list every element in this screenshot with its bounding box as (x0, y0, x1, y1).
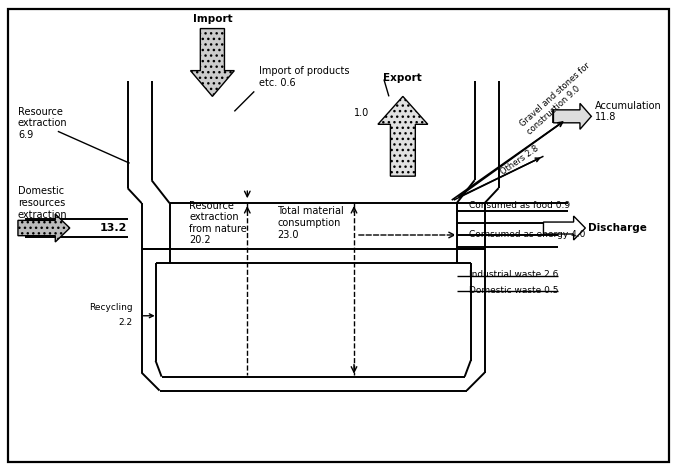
Text: Industrial waste 2.6: Industrial waste 2.6 (469, 270, 558, 279)
Polygon shape (553, 103, 591, 130)
Text: Consumed as food 0.9: Consumed as food 0.9 (469, 201, 570, 210)
Text: 2.2: 2.2 (119, 318, 132, 327)
Text: Resource
extraction
6.9: Resource extraction 6.9 (18, 107, 68, 140)
Text: Import of products
etc. 0.6: Import of products etc. 0.6 (259, 66, 350, 88)
Polygon shape (191, 29, 234, 97)
Text: Domestic waste 0.5: Domestic waste 0.5 (469, 286, 558, 295)
Text: Discharge: Discharge (588, 223, 647, 233)
Text: Import: Import (193, 14, 232, 24)
Text: Export: Export (384, 73, 422, 83)
Polygon shape (378, 97, 428, 176)
Text: Accumulation
11.8: Accumulation 11.8 (595, 100, 662, 122)
Text: Cornsumed as energy 4.0: Cornsumed as energy 4.0 (469, 229, 585, 238)
Text: 13.2: 13.2 (100, 223, 127, 233)
Text: Others 2.8: Others 2.8 (498, 143, 540, 176)
Text: Gravel and stones for
construction 9.0: Gravel and stones for construction 9.0 (519, 61, 599, 136)
Text: Total material
consumption
23.0: Total material consumption 23.0 (277, 206, 344, 240)
Polygon shape (18, 214, 70, 242)
Text: 1.0: 1.0 (354, 108, 369, 118)
Text: Domestic
resources
extraction: Domestic resources extraction (18, 187, 68, 219)
Text: Recycling: Recycling (89, 303, 132, 312)
Polygon shape (543, 216, 585, 240)
Text: Resource
extraction
from nature
20.2: Resource extraction from nature 20.2 (189, 201, 247, 245)
